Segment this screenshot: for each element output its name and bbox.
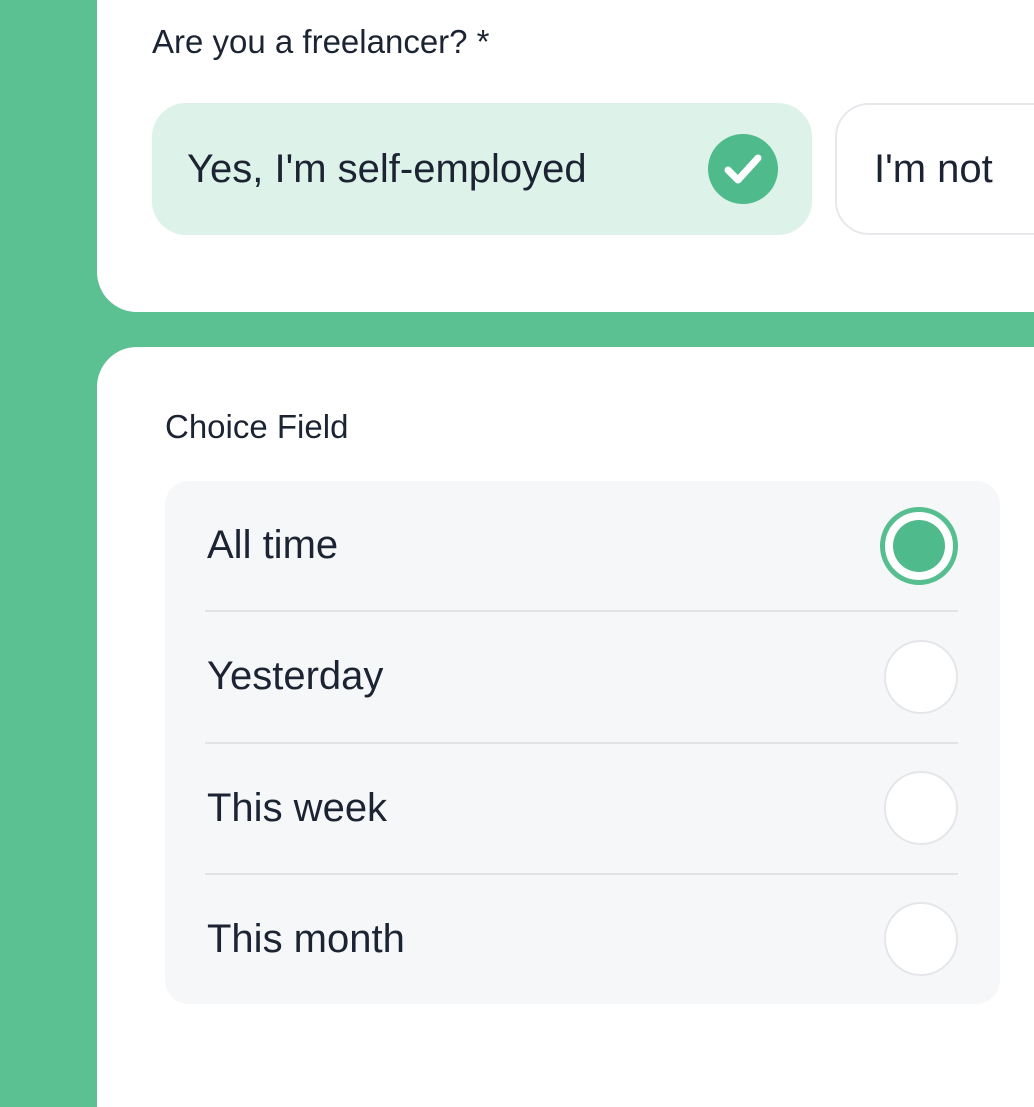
choice-list: All time Yesterday This week This month (165, 481, 1000, 1004)
freelancer-question-card: Are you a freelancer? * Yes, I'm self-em… (97, 0, 1034, 312)
option-im-not[interactable]: I'm not (835, 103, 1034, 235)
option-yes-self-employed[interactable]: Yes, I'm self-employed (152, 103, 812, 235)
choice-option-this-month[interactable]: This month (165, 875, 1000, 1004)
choice-option-label: This week (207, 785, 388, 830)
radio-unselected-icon[interactable] (884, 902, 958, 977)
check-icon (708, 134, 778, 204)
answer-options: Yes, I'm self-employed I'm not (152, 103, 1034, 235)
divider (205, 872, 958, 875)
divider (205, 741, 958, 744)
option-label: Yes, I'm self-employed (187, 146, 587, 191)
choice-option-label: Yesterday (207, 654, 384, 699)
choice-option-label: All time (207, 523, 339, 568)
divider (205, 610, 958, 613)
radio-unselected-icon[interactable] (884, 771, 958, 846)
choice-option-label: This month (207, 916, 405, 961)
choice-field-card: Choice Field All time Yesterday This wee… (97, 347, 1034, 1107)
radio-selected-icon[interactable] (880, 506, 958, 585)
option-label: I'm not (874, 146, 993, 191)
question-label: Are you a freelancer? * (152, 23, 490, 60)
choice-field-label: Choice Field (165, 408, 349, 445)
choice-option-yesterday[interactable]: Yesterday (165, 612, 1000, 741)
radio-unselected-icon[interactable] (884, 639, 958, 714)
choice-option-this-week[interactable]: This week (165, 744, 1000, 873)
choice-option-all-time[interactable]: All time (165, 481, 1000, 610)
